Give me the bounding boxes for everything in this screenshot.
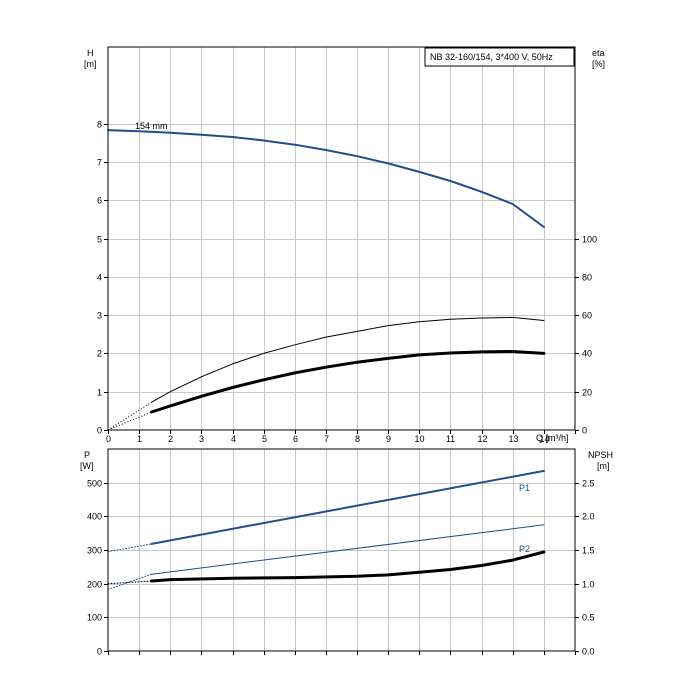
top-grid [108, 47, 575, 430]
top-y-left-tick-label: 1 [97, 388, 102, 398]
top-y-left-tick-label: 5 [97, 235, 102, 245]
top-x-tick-label: 5 [262, 434, 267, 444]
top-x-tick-label: 10 [414, 434, 424, 444]
top-series-line-0 [107, 129, 545, 228]
bottom-y-right-tick-label: 1.5 [582, 546, 595, 556]
top-curves [107, 129, 546, 431]
bottom-ticks [104, 483, 579, 655]
y-axis-left-label-p: P [84, 450, 90, 460]
top-x-tick-label: 13 [508, 434, 518, 444]
bottom-series-line-2 [150, 550, 546, 583]
top-labels: 0 1 2 3 4 5 6 7 8 9 10 11 12 13 1401234567802040608010… [97, 120, 597, 445]
bottom-y-right-tick-label: 0.0 [582, 647, 595, 657]
bottom-series-line-5 [107, 580, 153, 585]
bottom-y-right-tick-label: 1.0 [582, 580, 595, 590]
top-x-tick-label: 2 [168, 434, 173, 444]
top-ticks [104, 124, 579, 434]
top-x-tick-label: 3 [199, 434, 204, 444]
y-axis-left-unit-w: [W] [80, 461, 94, 471]
head-efficiency-panel: 0 1 2 3 4 5 6 7 8 9 10 11 12 13 1401234567802040608010… [84, 46, 605, 445]
top-x-tick-label: 6 [293, 434, 298, 444]
bottom-y-left-tick-label: 100 [87, 613, 102, 623]
top-y-right-tick-label: 60 [582, 311, 592, 321]
y-axis-left-unit-m: [m] [84, 59, 97, 69]
bottom-curves [107, 469, 546, 590]
top-x-tick-label: 14 [539, 434, 549, 444]
bottom-series-line-0 [150, 469, 545, 545]
top-plot-frame [107, 46, 576, 431]
bottom-series-line-1 [151, 524, 545, 575]
top-x-tick-label: 12 [477, 434, 487, 444]
top-series-line-1 [151, 316, 545, 403]
y-axis-left-label-h: H [87, 48, 94, 58]
top-y-right-tick-label: 100 [582, 235, 597, 245]
bottom-y-left-tick-label: 500 [87, 479, 102, 489]
impeller-annotation: 154 mm [135, 121, 168, 131]
series-label-p1: P1 [519, 483, 530, 493]
top-series-line-2 [150, 350, 546, 414]
top-x-tick-label: 9 [386, 434, 391, 444]
top-y-left-tick-label: 7 [97, 158, 102, 168]
y-axis-right-unit-m: [m] [597, 461, 610, 471]
top-thick-extrapolation [107, 411, 152, 431]
top-y-right-tick-label: 80 [582, 273, 592, 283]
chart-title: NB 32-160/154, 3*400 V, 50Hz [430, 52, 553, 62]
bottom-grid [108, 449, 575, 651]
top-x-tick-label: 1 [137, 434, 142, 444]
top-y-left-tick-label: 3 [97, 311, 102, 321]
series-label-p2: P2 [519, 544, 530, 554]
top-x-tick-label: 0 [106, 434, 111, 444]
y-axis-right-label-npsh: NPSH [588, 450, 613, 460]
bottom-y-right-tick-label: 2.0 [582, 512, 595, 522]
title-box [424, 47, 575, 67]
power-npsh-panel: 0 100 200 300 400 500 0.0 0.5 1.0 1.5 2.0 2.5 P [W]… [80, 448, 613, 657]
y-axis-right-unit-percent: [%] [592, 59, 605, 69]
bottom-y-right-tick-label: 2.5 [582, 479, 595, 489]
bottom-y-left-tick-label: 400 [87, 512, 102, 522]
top-y-left-tick-label: 0 [97, 426, 102, 436]
top-y-left-tick-label: 2 [97, 349, 102, 359]
bottom-y-right-tick-label: 0.5 [582, 613, 595, 623]
top-y-right-tick-label: 0 [582, 426, 587, 436]
top-y-left-tick-label: 6 [97, 196, 102, 206]
top-y-left-tick-label: 8 [97, 120, 102, 130]
y-axis-right-label-eta: eta [592, 48, 605, 58]
top-x-tick-label: 8 [355, 434, 360, 444]
x-axis-label: Q [m³/h] [536, 433, 569, 443]
top-y-right-tick-label: 20 [582, 388, 592, 398]
top-x-tick-label: 7 [324, 434, 329, 444]
bottom-y-left-tick-label: 0 [97, 647, 102, 657]
top-x-tick-label: 4 [231, 434, 236, 444]
top-y-right-tick-label: 40 [582, 349, 592, 359]
bottom-y-left-tick-label: 300 [87, 546, 102, 556]
top-y-left-tick-label: 4 [97, 273, 102, 283]
top-x-tick-label: 11 [446, 434, 455, 444]
bottom-labels: 0 100 200 300 400 500 0.0 0.5 1.0 1.5 2.0 2.5 [87, 479, 595, 657]
bottom-y-left-tick-label: 200 [87, 580, 102, 590]
top-eta-extrapolation [107, 401, 152, 431]
bottom-series-line-3 [107, 543, 153, 553]
